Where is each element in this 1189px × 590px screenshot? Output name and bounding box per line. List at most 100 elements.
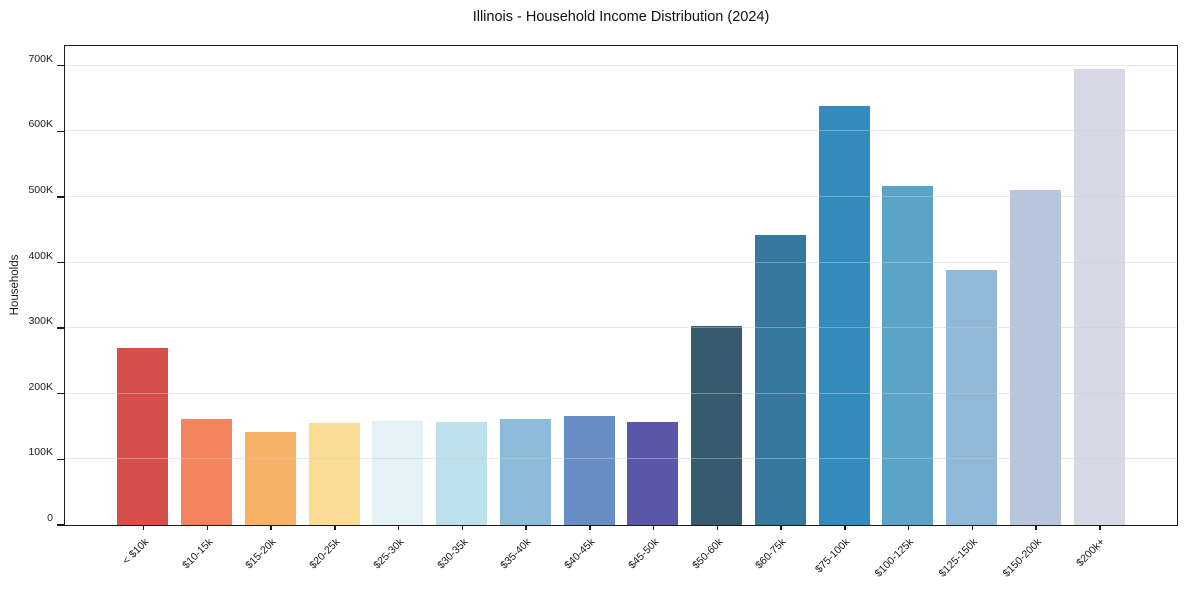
bar-slot [430,46,494,525]
bar-$125-150k [946,270,998,525]
x-tick [206,525,209,530]
x-tick [589,525,591,530]
y-tick-label: 700K [28,52,53,65]
x-tick-label: $30-35k [434,536,471,572]
x-tick [1099,525,1101,530]
bar-$150-200k [1009,190,1061,525]
y-tick-label: 500K [28,183,53,196]
plot-area: 0 100K 200K 300K 400K 500K 600K 700K < $10k $10-… [28,45,1178,580]
bar-slot [239,46,303,525]
x-slot: $35-40k [494,525,558,585]
bar-$20-25k [308,422,360,525]
bar-slot [749,46,813,525]
x-tick-label: $75-100k [813,536,853,576]
x-tick-label: $40-45k [562,536,598,572]
x-tick-label: < $10k [120,536,152,567]
bar-$10-15k [181,418,233,525]
x-slot: $20-25k [302,525,366,585]
bar-slot [876,46,940,525]
bar-$15-20k [244,432,296,525]
bar-$75-100k [818,106,870,525]
x-tick [142,525,145,530]
bar-slot [302,46,366,525]
x-ticks-container: < $10k $10-15k $15-20k $20-25k $25-30k $30-35… [65,525,1177,585]
chart-title: Illinois - Household Income Distribution… [472,9,770,25]
y-tick [57,261,64,264]
x-tick [461,525,464,530]
bar-$100-125k [882,185,934,525]
x-slot: < $10k [111,525,175,585]
bar-slot [557,46,621,525]
x-slot: $30-35k [430,525,494,585]
y-tick [57,196,64,198]
y-tick-label: 400K [28,249,53,262]
bar-slot [175,46,239,525]
y-axis-title: Households [9,224,21,316]
x-tick [780,525,782,530]
y-tick [57,327,64,329]
x-tick-label: $60-75k [753,536,789,572]
bar-slot [366,46,430,525]
x-tick-label: $35-40k [498,536,534,572]
y-tick-label: 300K [28,315,53,328]
x-slot: $125-150k [936,525,1004,585]
x-tick-label: $100-125k [872,536,917,580]
bar-$45-50k [627,421,679,525]
bar-$200k+ [1073,68,1125,525]
x-tick [844,525,846,530]
bar-$50-60k [691,326,743,525]
y-tick-label: 100K [28,446,53,459]
x-slot: $10-15k [175,525,239,585]
bar-slot [111,46,175,525]
x-tick-label: $25-30k [371,536,407,572]
x-tick [971,525,974,530]
y-tick [57,393,64,395]
y-tick-label: 200K [28,380,53,393]
y-tick [57,130,64,133]
x-tick-label: $125-150k [936,536,981,580]
x-slot: $50-60k [685,525,749,585]
x-slot: $200k+ [1067,525,1131,585]
bar-$30-35k [436,421,488,525]
x-slot: $45-50k [621,525,685,585]
x-tick-label: $150-200k [1000,536,1044,580]
y-tick [57,524,64,526]
y-tick-label: 600K [28,118,53,131]
bar-slot [685,46,749,525]
bar-$25-30k [372,421,424,525]
y-tick [57,458,64,461]
bars-container [65,46,1177,525]
x-slot: $40-45k [557,525,621,585]
bar-slot [812,46,876,525]
bar-slot [1067,46,1131,525]
bar-< $10k [117,347,169,525]
x-slot: $75-100k [812,525,876,585]
y-tick [57,65,64,67]
bar-slot [621,46,685,525]
x-tick-label: $20-25k [307,536,343,572]
x-tick [907,525,910,530]
x-tick-label: $15-20k [243,536,279,572]
x-tick-label: $200k+ [1074,536,1108,570]
x-slot: $60-75k [749,525,813,585]
x-slot: $25-30k [366,525,430,585]
x-tick-label: $10-15k [179,536,216,572]
x-slot: $100-125k [872,525,940,585]
bar-slot [494,46,558,525]
x-tick [270,525,272,530]
y-tick-label: 0 [47,512,53,524]
bar-$60-75k [754,234,806,525]
bar-slot [1004,46,1068,525]
bar-slot [940,46,1004,525]
x-slot: $15-20k [239,525,303,585]
x-tick [525,525,527,530]
bar-$40-45k [563,416,615,525]
x-tick-label: $45-50k [626,536,662,572]
x-tick [1035,525,1037,530]
x-tick [716,525,719,530]
x-slot: $150-200k [1000,525,1068,585]
x-tick [652,525,655,530]
x-tick-label: $50-60k [689,536,726,572]
y-axis-title-text: Households [9,254,21,316]
